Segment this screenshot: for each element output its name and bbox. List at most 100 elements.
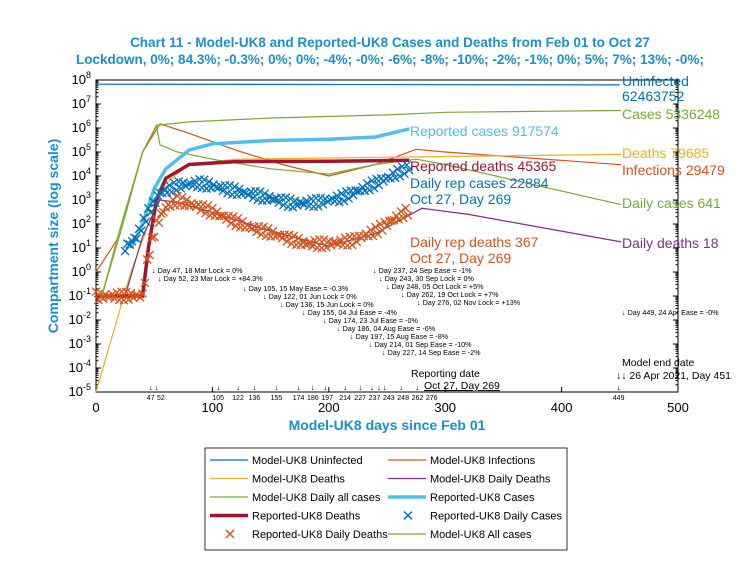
data-point bbox=[274, 198, 284, 208]
data-point bbox=[239, 187, 249, 197]
data-point bbox=[255, 187, 265, 197]
data-point bbox=[150, 198, 160, 208]
legend-item: Model-UK8 All cases bbox=[388, 529, 532, 541]
y-tick-label: 107 bbox=[72, 94, 91, 111]
legend-item: Reported-UK8 Deaths bbox=[210, 511, 361, 523]
data-point bbox=[183, 179, 193, 189]
data-point bbox=[367, 176, 377, 186]
end-label: Uninfected bbox=[622, 73, 689, 89]
intervention-arrow: ↓ bbox=[377, 383, 381, 392]
legend-item: Model-UK8 Uninfected bbox=[210, 455, 363, 467]
data-point bbox=[335, 235, 345, 245]
data-point bbox=[365, 185, 374, 195]
end-label: Daily rep deaths 367 bbox=[410, 234, 539, 250]
data-point bbox=[199, 175, 209, 185]
data-point bbox=[393, 164, 402, 174]
end-label: Deaths 79685 bbox=[622, 145, 709, 161]
data-point bbox=[404, 165, 414, 175]
y-tick-label: 10-3 bbox=[69, 334, 91, 351]
intervention-label: ↓ Day 47, 18 Mar Lock = 0% bbox=[152, 266, 243, 275]
data-point bbox=[318, 199, 328, 209]
data-point bbox=[388, 168, 398, 178]
legend-label: Reported-UK8 Daily Cases bbox=[430, 511, 563, 523]
intervention-day-label: 122 bbox=[232, 395, 244, 402]
data-point bbox=[260, 189, 270, 198]
data-point bbox=[176, 183, 186, 193]
intervention-arrow: ↓ bbox=[323, 383, 327, 392]
data-point bbox=[218, 186, 228, 196]
intervention-arrow: ↓ bbox=[399, 383, 403, 392]
legend-label: Reported-UK8 Daily Deaths bbox=[252, 529, 388, 541]
data-point bbox=[230, 182, 239, 192]
legend-marker bbox=[225, 529, 235, 539]
data-point bbox=[368, 231, 378, 241]
data-point bbox=[347, 240, 357, 250]
intervention-label: ↓ Day 262, 19 Oct Lock = +7% bbox=[401, 290, 499, 299]
data-point bbox=[322, 242, 331, 252]
y-axis-label: Compartment size (log scale) bbox=[45, 139, 61, 334]
data-point bbox=[147, 233, 157, 242]
data-point bbox=[339, 196, 349, 206]
data-point bbox=[190, 176, 200, 186]
data-point bbox=[268, 226, 278, 236]
data-point bbox=[373, 229, 383, 239]
intervention-day-label: 248 bbox=[397, 395, 409, 402]
series-model-uk8-uninfected bbox=[95, 83, 620, 86]
end-label: Reported cases 917574 bbox=[410, 123, 559, 139]
data-point bbox=[269, 195, 279, 204]
series-reported-uk8-daily-deaths bbox=[91, 191, 413, 305]
intervention-day-label: 52 bbox=[157, 395, 165, 402]
y-tick-label: 106 bbox=[72, 118, 91, 135]
intervention-day-label: 227 bbox=[354, 395, 366, 402]
intervention-day-label: 105 bbox=[212, 395, 224, 402]
data-point bbox=[290, 196, 300, 206]
legend-label: Model-UK8 Daily Deaths bbox=[430, 474, 551, 486]
y-tick-label: 102 bbox=[72, 214, 91, 231]
data-point bbox=[263, 224, 273, 233]
data-point bbox=[344, 194, 354, 204]
y-tick-label: 105 bbox=[72, 142, 91, 159]
end-label: Daily rep cases 22884 bbox=[410, 175, 549, 191]
data-point bbox=[297, 198, 307, 208]
intervention-arrow: ↓ bbox=[252, 383, 256, 392]
data-point bbox=[289, 231, 299, 241]
intervention-day-label: 174 bbox=[293, 395, 305, 402]
legend-item: Reported-UK8 Cases bbox=[388, 492, 535, 504]
intervention-day-label: 47 bbox=[147, 395, 155, 402]
data-point bbox=[143, 203, 153, 213]
data-point bbox=[313, 201, 323, 211]
data-point bbox=[136, 226, 146, 236]
data-point bbox=[126, 288, 136, 298]
data-point bbox=[362, 178, 372, 188]
y-tick-label: 104 bbox=[72, 166, 91, 183]
intervention-arrow: ↓ bbox=[343, 383, 347, 392]
intervention-arrow: ↓ bbox=[236, 383, 240, 392]
data-point bbox=[103, 292, 113, 302]
data-point bbox=[295, 197, 305, 207]
data-point bbox=[366, 225, 376, 235]
data-point bbox=[305, 237, 315, 247]
x-tick-label: 200 bbox=[318, 400, 340, 415]
y-tick-label: 101 bbox=[72, 238, 91, 255]
data-point bbox=[228, 212, 238, 221]
data-point bbox=[252, 227, 262, 237]
data-point bbox=[177, 192, 187, 202]
legend: Model-UK8 Uninfected Model-UK8 Infections… bbox=[204, 447, 568, 551]
intervention-day-label: 262 bbox=[412, 395, 424, 402]
intervention-day-label: 197 bbox=[321, 395, 333, 402]
data-point bbox=[331, 238, 341, 248]
end-label: Daily cases 641 bbox=[622, 195, 721, 211]
end-label: 62463752 bbox=[622, 88, 685, 104]
intervention-arrow: ↓ bbox=[311, 383, 315, 392]
data-point bbox=[200, 208, 210, 218]
y-tick-label: 10-4 bbox=[69, 358, 91, 375]
legend-label: Model-UK8 Uninfected bbox=[252, 455, 363, 467]
data-point bbox=[234, 184, 244, 194]
intervention-day-label: 276 bbox=[426, 395, 438, 402]
data-point bbox=[107, 289, 117, 299]
data-point bbox=[164, 180, 174, 190]
data-point bbox=[285, 194, 295, 204]
intervention-label: ↓ Day 243, 30 Sep Lock = 0% bbox=[379, 274, 475, 283]
data-point bbox=[369, 183, 379, 193]
legend-label: Model-UK8 All cases bbox=[430, 529, 532, 541]
